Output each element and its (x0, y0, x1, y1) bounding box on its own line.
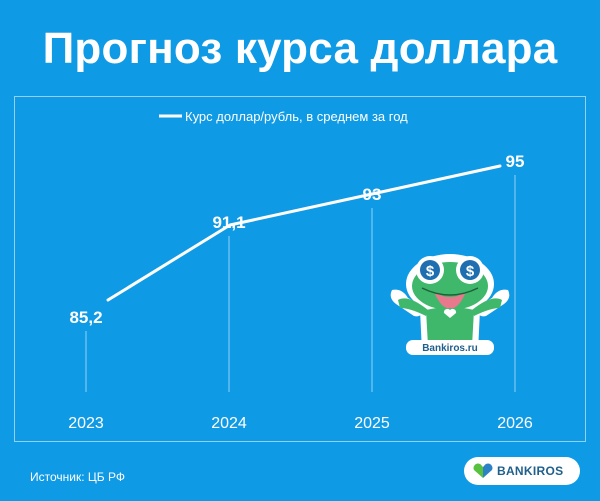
x-tick-label-2026: 2026 (497, 415, 533, 432)
series-line (106, 164, 502, 302)
svg-text:$: $ (426, 263, 435, 280)
x-tick-label-2023: 2023 (68, 415, 104, 432)
source-note: Источник: ЦБ РФ (30, 470, 125, 484)
data-label-2024: 91,1 (212, 213, 245, 232)
page-title: Прогноз курса доллара (42, 24, 558, 73)
value-guide-lines (85, 175, 516, 392)
data-labels: 85,2 91,1 93 95 (69, 152, 524, 327)
data-label-2025: 93 (363, 185, 382, 204)
data-label-2023: 85,2 (69, 308, 102, 327)
logo-text: BANKIROS (497, 464, 564, 478)
bankiros-logo: BANKIROS (464, 457, 580, 485)
x-tick-label-2025: 2025 (354, 415, 390, 432)
mascot-sticker: $ $ Bankiros.ru (386, 248, 514, 356)
x-tick-label-2024: 2024 (211, 415, 247, 432)
x-axis-tick-labels: 2023 2024 2025 2026 (68, 415, 533, 432)
data-label-2026: 95 (506, 152, 525, 171)
chart-panel (14, 96, 586, 442)
svg-text:$: $ (466, 263, 475, 280)
legend-label: Курс доллар/рубль, в среднем за год (185, 109, 408, 124)
heart-check-icon (473, 463, 493, 478)
sticker-text: Bankiros.ru (422, 343, 478, 354)
